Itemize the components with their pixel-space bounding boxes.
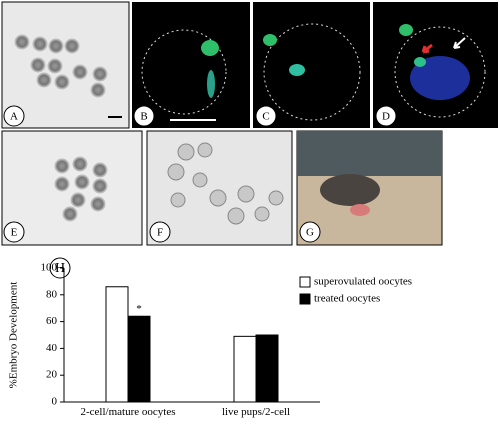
dotted-circle — [394, 26, 486, 118]
x-tick-label: live pups/2-cell — [221, 406, 291, 418]
panel-label: F — [157, 227, 163, 239]
green-signal — [289, 64, 305, 76]
panel-f-image — [146, 130, 293, 246]
embryos — [54, 156, 108, 222]
bar — [105, 286, 129, 403]
y-tick-label: 20 — [46, 369, 58, 381]
y-axis-label: %Embryo Development — [8, 282, 20, 389]
cage-wall — [297, 131, 442, 176]
green-signal — [201, 40, 219, 56]
x-tick-label: 2-cell/mature oocytes — [80, 406, 176, 418]
annotation: * — [136, 303, 142, 315]
legend-label: superovulated oocytes — [314, 276, 412, 288]
green-signal — [207, 70, 215, 98]
legend-label: treated oocytes — [314, 293, 380, 305]
bar — [255, 334, 279, 403]
y-tick-label: 40 — [46, 342, 58, 354]
dotted-circle — [263, 23, 361, 121]
panel-label-circle — [255, 105, 277, 127]
panel-label: D — [382, 111, 390, 123]
y-tick-label: 100 — [41, 262, 58, 274]
bar — [233, 335, 257, 403]
y-tick-label: 60 — [46, 315, 58, 327]
panel-label-circle — [3, 105, 25, 127]
panel-label: C — [262, 111, 269, 123]
mouse — [320, 174, 380, 206]
legend-swatch — [299, 276, 311, 288]
panel-label: B — [140, 111, 147, 123]
panel-e-image — [1, 130, 143, 246]
panel-b-image — [132, 2, 250, 128]
panel-c-image — [253, 2, 370, 128]
white-arrow — [453, 37, 466, 49]
pups — [350, 204, 370, 216]
panel-a-image — [1, 1, 130, 129]
green-signal — [263, 34, 277, 46]
embryos — [167, 142, 284, 225]
y-tick-label: 80 — [46, 288, 58, 300]
panel-label: H — [55, 261, 65, 276]
green-signal — [399, 24, 413, 36]
y-tick-label: 0 — [52, 396, 58, 408]
panel-label-circle — [133, 105, 155, 127]
red-arrow — [421, 43, 433, 54]
panel-label-circle — [149, 221, 171, 243]
panel-label: E — [11, 227, 18, 239]
bar — [127, 315, 151, 403]
dotted-circle — [141, 29, 227, 115]
panel-label: A — [10, 111, 18, 123]
panel-label-circle — [299, 221, 321, 243]
panel-label-circle — [375, 105, 397, 127]
panel-label: G — [306, 227, 314, 239]
panel-label-circle — [3, 221, 25, 243]
green-signal — [414, 57, 426, 67]
oocytes — [14, 34, 108, 98]
legend-swatch — [299, 293, 311, 305]
blue-signal — [410, 56, 470, 100]
